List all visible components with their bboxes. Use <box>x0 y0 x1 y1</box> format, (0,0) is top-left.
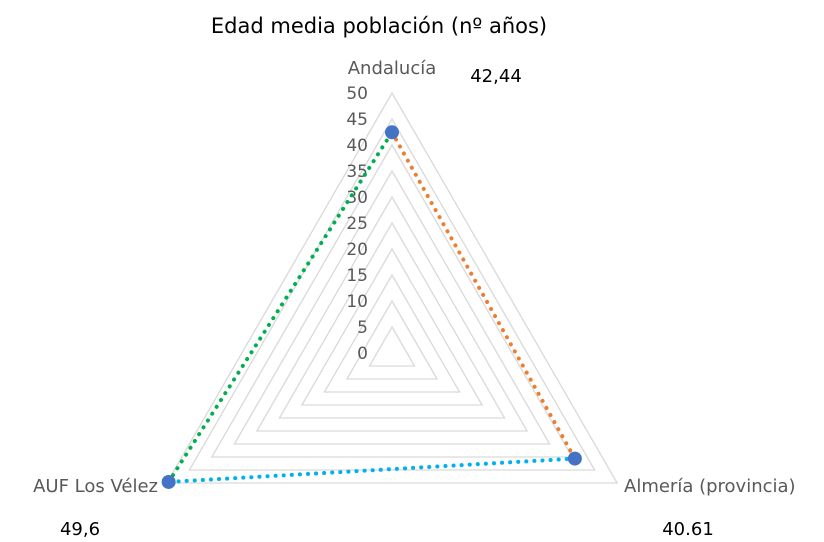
grid-ring-30 <box>255 195 529 432</box>
data-point-2 <box>161 474 176 489</box>
radial-tick-label-30: 30 <box>346 188 368 208</box>
radial-tick-label-10: 10 <box>346 292 368 312</box>
radial-tick-label-25: 25 <box>346 214 368 234</box>
data-point-0 <box>385 125 399 140</box>
category-label-2: AUF Los Vélez <box>33 476 158 497</box>
series-edge-0 <box>390 130 577 461</box>
series-edge-1 <box>166 456 577 484</box>
chart-title: Edad media población (nº años) <box>210 14 548 38</box>
radial-tick-label-45: 45 <box>346 110 368 130</box>
radial-tick-label-40: 40 <box>346 136 368 156</box>
grid-ring-25 <box>278 221 506 419</box>
radial-tick-label-50: 50 <box>346 84 368 104</box>
radial-tick-label-35: 35 <box>346 162 368 182</box>
grid-ring-45 <box>188 117 596 471</box>
grid-ring-50 <box>165 91 619 484</box>
radial-tick-label-20: 20 <box>346 240 368 260</box>
grid-ring-20 <box>300 247 484 406</box>
grid-ring-10 <box>345 299 439 380</box>
radial-tick-label-15: 15 <box>346 266 368 286</box>
grid-ring-35 <box>233 169 551 445</box>
grid-ring-15 <box>323 273 461 393</box>
radial-tick-label-0: 0 <box>357 344 368 364</box>
data-label-0: 42,44 <box>470 66 522 87</box>
data-label-2: 49,6 <box>60 519 100 540</box>
category-label-0: Andalucía <box>348 58 437 79</box>
grid-ring-40 <box>210 143 574 458</box>
grid-ring-5 <box>368 325 416 367</box>
data-point-1 <box>567 451 582 466</box>
data-label-1: 40.61 <box>662 519 714 540</box>
radial-tick-label-5: 5 <box>357 318 368 338</box>
category-label-1: Almería (provincia) <box>624 476 796 497</box>
